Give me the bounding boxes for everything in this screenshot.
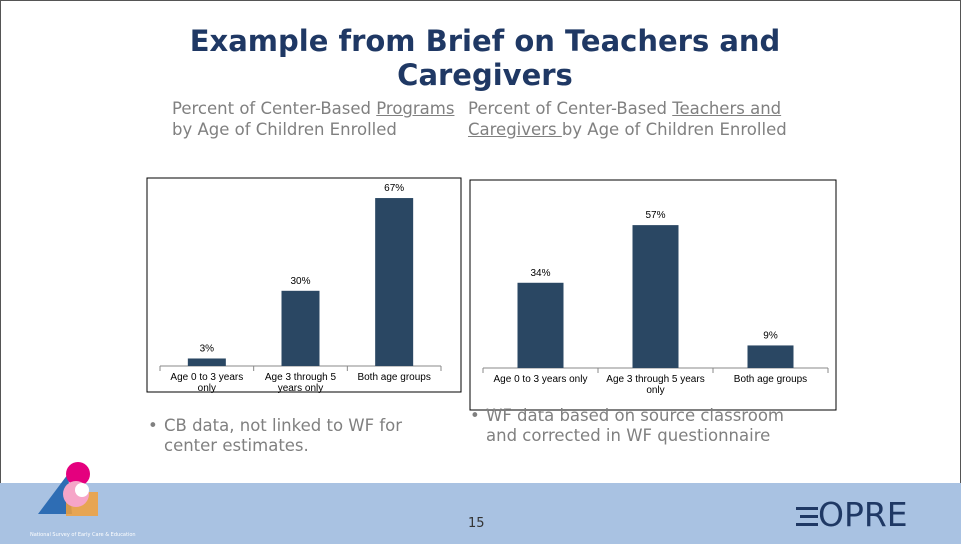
underlined-text: Teachers and Caregivers xyxy=(468,99,782,139)
x-tick-label: Age 0 to 3 years only xyxy=(170,372,244,394)
footer-band xyxy=(0,483,961,544)
opre-text: OPRE xyxy=(818,495,908,534)
chart-title: Percent of Center-Based Teachers and Car… xyxy=(468,99,787,139)
value-label: 3% xyxy=(200,343,215,354)
value-label: 67% xyxy=(384,183,404,194)
chart-title: Percent of Center-Based Programs by Age … xyxy=(172,99,455,139)
page-number: 15 xyxy=(468,516,485,531)
underlined-text: Programs xyxy=(376,99,455,118)
bar xyxy=(747,345,794,368)
value-label: 9% xyxy=(763,330,778,341)
bullet: • xyxy=(148,416,158,435)
bullet-note: • CB data, not linked to WF for center es… xyxy=(148,416,448,456)
bar xyxy=(517,282,564,368)
survey-logo xyxy=(38,462,98,516)
value-label: 34% xyxy=(530,268,550,279)
bar xyxy=(632,225,679,368)
value-label: 57% xyxy=(645,210,665,221)
x-tick-label: Both age groups xyxy=(733,374,808,385)
x-tick-label: Age 3 through 5 years only xyxy=(606,374,705,396)
x-tick-label: Age 3 through 5 years only xyxy=(264,372,337,394)
survey-name: National Survey of Early Care & Educatio… xyxy=(30,532,136,538)
x-tick-label: Age 0 to 3 years only xyxy=(493,374,588,385)
slide-title: Example from Brief on Teachers and Careg… xyxy=(189,24,781,92)
bar xyxy=(375,198,414,366)
bullet: • xyxy=(470,406,480,425)
note-text: WF data based on source classroom and co… xyxy=(486,406,784,445)
bullet-note: • WF data based on source classroom and c… xyxy=(470,406,800,446)
bar xyxy=(281,290,320,366)
bar xyxy=(187,358,226,366)
value-label: 30% xyxy=(290,276,310,287)
opre-logo: OPRE xyxy=(796,495,908,535)
note-text: CB data, not linked to WF for center est… xyxy=(164,416,403,455)
x-tick-label: Both age groups xyxy=(357,372,431,383)
